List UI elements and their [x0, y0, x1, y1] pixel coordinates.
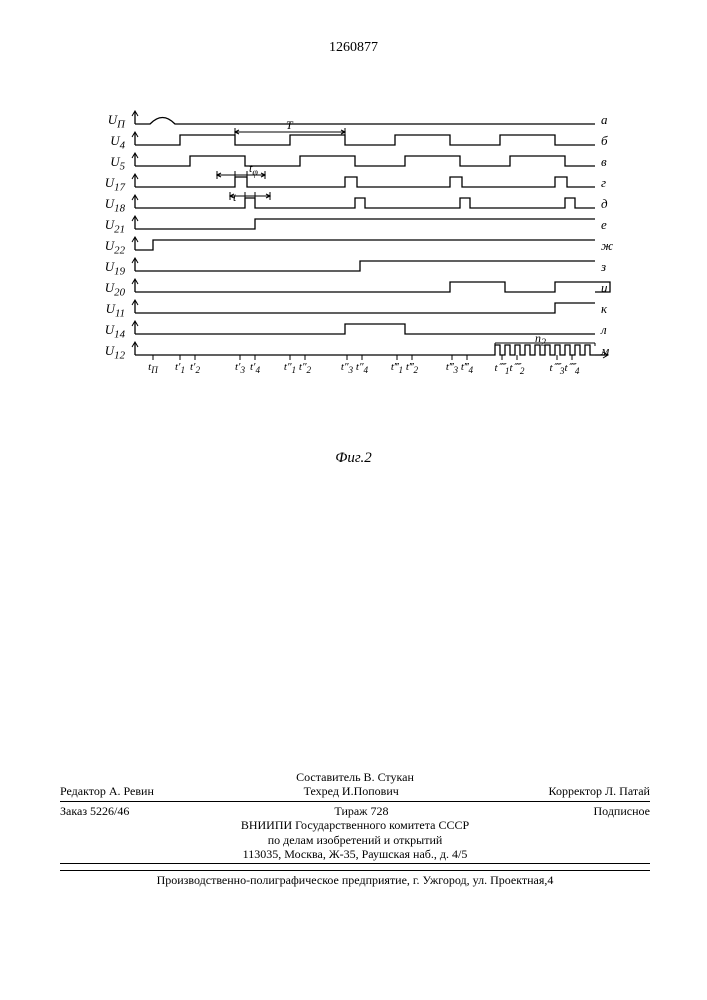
timing-diagram: UПаU4бU5вU17гU18дU21еU22жU19зU20иU11кU14…	[95, 110, 615, 420]
signal-label: U5	[95, 154, 125, 173]
x-tick-label: t⁗2	[505, 361, 529, 376]
x-tick-label: t″4	[350, 361, 374, 375]
annotation-tphi: tφ	[249, 161, 258, 178]
signal-label: U12	[95, 343, 125, 362]
footer-block: Составитель В. Стукан Редактор А. Ревин …	[60, 770, 650, 888]
signal-label: U20	[95, 280, 125, 299]
divider	[60, 863, 650, 864]
row-label: е	[601, 217, 619, 233]
x-tick-label: t‴2	[400, 361, 424, 375]
signal-label: UП	[95, 112, 125, 131]
signal-label: U17	[95, 175, 125, 194]
org2: по делам изобретений и открытий	[60, 833, 650, 847]
x-tick-label: t″2	[293, 361, 317, 375]
techred: Техред И.Попович	[304, 784, 399, 798]
row-label: г	[601, 175, 619, 191]
row-label: д	[601, 196, 619, 212]
row-label: л	[601, 322, 619, 338]
annotation-t: t	[233, 190, 236, 205]
row-label: а	[601, 112, 619, 128]
signal-label: U11	[95, 301, 125, 320]
row-label: и	[601, 280, 619, 296]
order: Заказ 5226/46	[60, 804, 129, 818]
signal-label: U19	[95, 259, 125, 278]
row-label: з	[601, 259, 619, 275]
x-tick-label: tП	[141, 361, 165, 375]
address1: 113035, Москва, Ж-35, Раушская наб., д. …	[60, 847, 650, 861]
signal-label: U22	[95, 238, 125, 257]
signal-label: U14	[95, 322, 125, 341]
signal-label: U21	[95, 217, 125, 236]
x-tick-label: t‴4	[455, 361, 479, 375]
annotation-n2: n2	[535, 331, 546, 348]
editor: Редактор А. Ревин	[60, 784, 154, 798]
x-tick-label: t′2	[183, 361, 207, 375]
subscription: Подписное	[594, 804, 651, 818]
divider	[60, 870, 650, 871]
corrector: Корректор Л. Патай	[549, 784, 650, 798]
row-label: в	[601, 154, 619, 170]
press: Производственно-полиграфическое предприя…	[60, 873, 650, 887]
org1: ВНИИПИ Государственного комитета СССР	[60, 818, 650, 832]
row-label: к	[601, 301, 619, 317]
x-tick-label: t⁗4	[560, 361, 584, 376]
row-label: ж	[601, 238, 619, 254]
tirage: Тираж 728	[334, 804, 388, 818]
x-tick-label: t′4	[243, 361, 267, 375]
divider	[60, 801, 650, 802]
row-label: м	[601, 343, 619, 359]
signal-label: U18	[95, 196, 125, 215]
page-number: 1260877	[329, 40, 378, 56]
figure-caption: Фиг.2	[335, 450, 371, 467]
compiler: Составитель В. Стукан	[60, 770, 650, 784]
row-label: б	[601, 133, 619, 149]
signal-label: U4	[95, 133, 125, 152]
annotation-T: T	[286, 118, 293, 133]
